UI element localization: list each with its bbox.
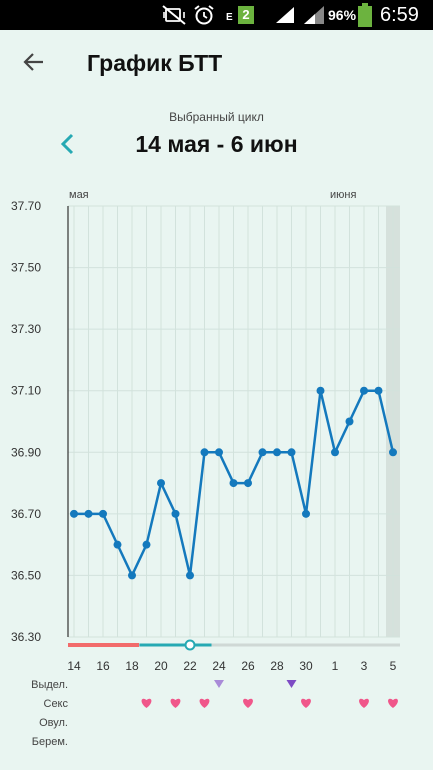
chevron-left-icon [59,133,75,160]
status-bar: E 2 96% 6:59 [0,0,433,30]
y-tick-label: 37.30 [11,322,41,336]
heart-icon [388,698,398,708]
month-label: мая [69,189,89,201]
temperature-point [142,540,151,549]
heart-icon [243,698,253,708]
temperature-point [258,448,267,457]
battery-percent: 96% [328,7,357,23]
sim-number: 2 [238,6,254,24]
temperature-point [273,448,281,457]
signal-icon [302,0,326,30]
temperature-point [389,448,397,457]
temperature-point [186,571,194,580]
temperature-point [70,509,78,518]
y-tick-label: 36.30 [11,630,41,644]
heart-icon [170,698,181,708]
temperature-point [128,571,136,580]
temperature-point [215,448,223,457]
x-tick-label: 22 [183,659,197,673]
y-tick-label: 37.70 [11,199,41,213]
x-tick-label: 3 [361,659,368,673]
row-label: Берем. [32,736,68,748]
temperature-point [345,417,354,426]
heart-icon [301,698,311,708]
x-tick-label: 30 [299,659,313,673]
mute-vibrate-icon [162,0,186,30]
month-label: июня [330,189,356,201]
y-tick-label: 36.70 [11,507,41,521]
temperature-point [331,448,339,457]
temperature-point [157,479,165,488]
network-type-label: E [226,11,233,23]
y-tick-label: 37.50 [11,261,41,275]
x-tick-label: 20 [154,659,168,673]
discharge-icon [286,680,297,688]
bbt-chart[interactable]: 37.70 37.50 37.30 37.10 36.90 36.70 36.50 36.30… [0,180,433,760]
prev-cycle-button[interactable] [55,132,79,160]
temperature-point [316,386,325,395]
back-button[interactable] [14,44,54,84]
temperature-point [244,479,252,488]
signal-icon [274,0,296,30]
x-tick-label: 24 [212,659,226,673]
y-tick-label: 36.50 [11,568,41,582]
discharge-icon [214,680,224,688]
x-tick-label: 28 [270,659,284,673]
x-tick-label: 16 [96,659,110,673]
temperature-point [302,509,310,518]
temperature-point [200,448,209,457]
app-bar: График БТТ [0,30,433,100]
temperature-point [84,509,93,518]
x-tick-label: 5 [390,659,397,673]
battery-icon [358,0,372,30]
y-tick-label: 36.90 [11,445,41,459]
x-tick-label: 18 [125,659,139,673]
temperature-point [360,386,368,395]
temperature-point [99,509,107,518]
ovulation-marker [184,639,196,651]
clock: 6:59 [380,3,419,26]
temperature-point [229,479,238,488]
temperature-point [113,540,122,549]
arrow-left-icon [23,52,45,77]
row-label: Овул. [39,717,68,729]
heart-icon [359,698,369,708]
temperature-point [374,386,383,395]
row-label: Выдел. [31,679,68,691]
x-tick-label: 1 [332,659,339,673]
heart-icon [141,698,152,708]
temperature-point [287,448,296,457]
cycle-label: Выбранный цикл [169,110,264,124]
x-tick-label: 14 [67,659,81,673]
heart-icon [199,698,210,708]
x-tick-label: 26 [241,659,255,673]
cycle-range: 14 мая - 6 июн [135,131,298,157]
temperature-point [171,509,180,518]
y-tick-label: 37.10 [11,384,41,398]
row-label: Секс [44,698,69,710]
alarm-icon [193,0,215,30]
page-title: График БТТ [87,50,223,76]
sim-badge: 2 [238,0,254,30]
